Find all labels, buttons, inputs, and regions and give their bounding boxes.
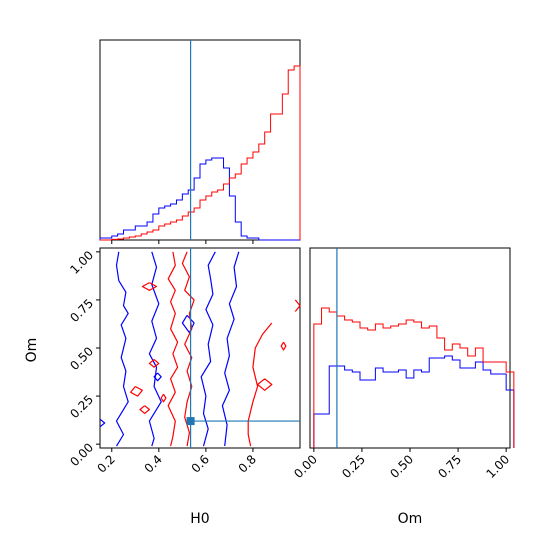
om-y-tick-label-0: 0.00: [67, 440, 96, 469]
contour-series-0-line-2: [200, 251, 216, 447]
truth-point-marker: [186, 417, 195, 426]
contour-series-1-line-5: [130, 385, 143, 397]
om-tick-label-3: 0.75: [435, 452, 464, 481]
x-axis-label-h0: H0: [190, 511, 209, 527]
contour-series-1-line-6: [139, 405, 150, 414]
om-tick-label-1: 0.25: [339, 452, 368, 481]
contour-series-0-line-0: [115, 251, 129, 447]
truth-markers: [186, 40, 338, 448]
om-hist-series-0: [313, 355, 515, 448]
contour-series-1-line-8: [257, 378, 273, 391]
axis-ticks: 0.2 0.4 0.6 0.8 0.00 0.25 0.50 0.75 1.00 0.00 0.25…: [67, 240, 512, 481]
h0-hist-series-0: [99, 157, 300, 241]
contour-series-1-line-0: [167, 251, 179, 447]
contour-series-1-line-10: [148, 359, 160, 368]
om-tick-label-4: 1.00: [483, 452, 512, 481]
contour-series-1-line-1: [181, 251, 195, 447]
om-y-tick-label-2: 0.50: [67, 344, 96, 373]
om-histograms: [313, 307, 515, 448]
x-axis-label-om: Om: [398, 511, 423, 527]
contour-series-1-line-9: [280, 341, 287, 351]
contour-series-1-line-4: [247, 322, 273, 447]
contour-series-0-line-4: [181, 314, 195, 334]
contour-series-0-line-5: [153, 372, 162, 382]
h0-histograms: [99, 65, 301, 241]
om-hist-series-1: [313, 307, 515, 448]
contour-series-0-line-6: [99, 418, 106, 428]
contour-series-1-line-3: [294, 299, 301, 312]
om-y-tick-label-3: 0.75: [67, 296, 96, 325]
contour-series-0-line-3: [221, 251, 240, 447]
om-y-tick-label-4: 1.00: [67, 248, 96, 277]
y-axis-label-om: Om: [24, 338, 40, 363]
contour-series-0-line-1: [148, 251, 162, 447]
h0-hist-series-1: [100, 65, 301, 241]
om-y-tick-label-1: 0.25: [67, 392, 96, 421]
h0-marginal-panel: [99, 39, 301, 241]
om-tick-label-0: 0.00: [291, 452, 320, 481]
om-tick-label-2: 0.50: [387, 452, 416, 481]
h0-om-contours: [99, 251, 301, 447]
h0-tick-label-3: 0.8: [236, 452, 259, 475]
contour-series-1-line-2: [141, 282, 158, 291]
h0-tick-label-2: 0.6: [189, 452, 212, 475]
contour-series-1-line-7: [160, 393, 167, 403]
h0-tick-label-0: 0.2: [94, 452, 117, 475]
contour-panel: [99, 247, 301, 449]
h0-tick-label-1: 0.4: [142, 452, 165, 475]
